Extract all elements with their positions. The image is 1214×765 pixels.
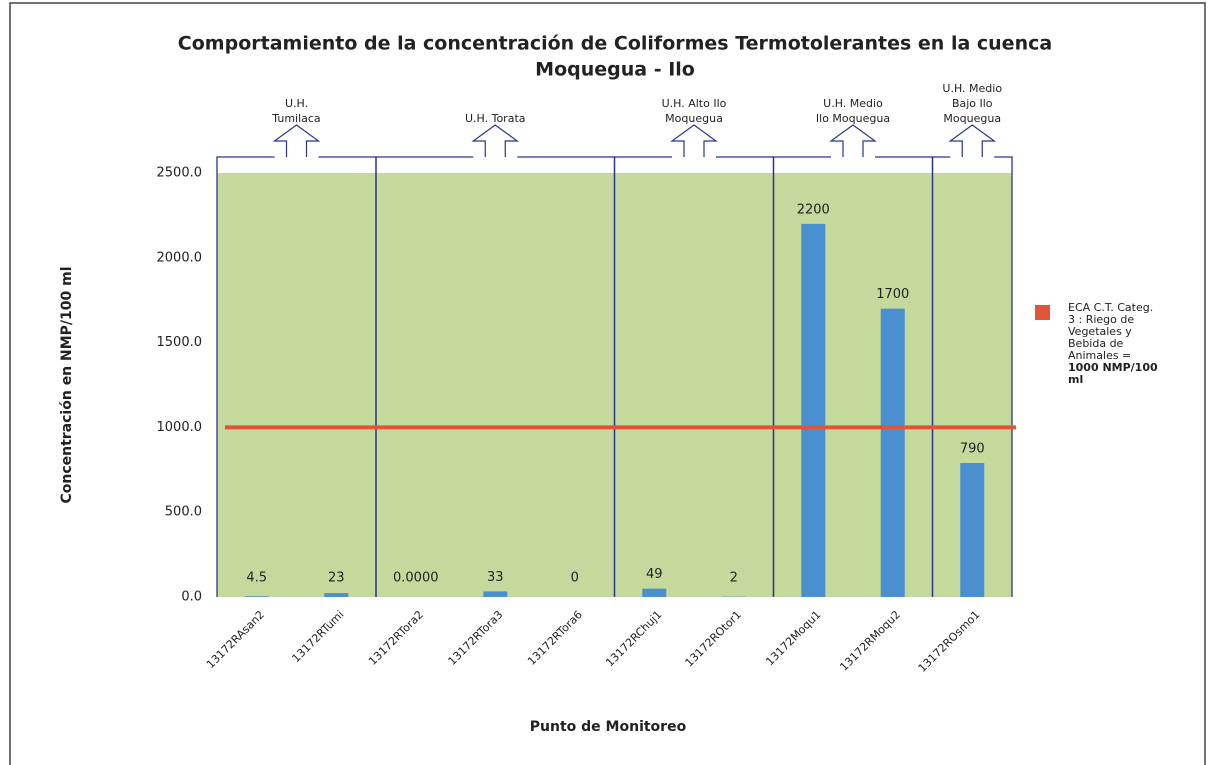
- group-label: Ilo Moquegua: [816, 112, 890, 125]
- data-label: 4.5: [246, 571, 267, 586]
- x-tick-label: 13172Moqu1: [763, 608, 823, 668]
- group-label: Moquegua: [665, 112, 723, 125]
- group-arrow: [471, 124, 520, 157]
- x-tick-label: 13172RChuj1: [603, 608, 664, 669]
- legend-label: 1000 NMP/100: [1068, 361, 1158, 374]
- bar: [324, 593, 349, 597]
- data-label: 2200: [797, 202, 830, 217]
- y-tick-label: 2500.0: [157, 166, 203, 181]
- x-tick-label: 13172ROsmo1: [916, 608, 983, 675]
- group-arrow: [829, 124, 877, 157]
- group-box: [931, 156, 1013, 597]
- page-frame: [9, 2, 1206, 765]
- group-label: Tumilaca: [271, 112, 320, 125]
- group-label: U.H. Alto Ilo: [662, 97, 727, 110]
- legend-label: Bebida de: [1068, 337, 1124, 350]
- group-arrow: [670, 124, 718, 157]
- data-label: 2: [730, 571, 738, 586]
- data-label: 33: [487, 570, 504, 585]
- x-tick-label: 13172RTora2: [366, 608, 426, 668]
- data-label: 790: [960, 442, 985, 457]
- data-label: 23: [328, 571, 345, 586]
- group-label: Moquegua: [943, 112, 1001, 125]
- data-label: 1700: [876, 287, 909, 302]
- data-label: 0.0000: [393, 571, 439, 586]
- legend-label: 3 : Riego de: [1068, 313, 1134, 326]
- legend-label: ECA C.T. Categ.: [1068, 301, 1153, 314]
- group-label: U.H. Torata: [465, 112, 526, 125]
- x-tick-label: 13172RTumi: [289, 608, 346, 665]
- bar: [960, 463, 985, 597]
- x-tick-label: 13172RMoqu2: [837, 608, 903, 674]
- x-tick-label: 13172ROtor1: [683, 608, 744, 669]
- bar: [642, 588, 667, 597]
- bar: [244, 596, 269, 597]
- bar: [801, 223, 826, 597]
- group-label: U.H. Medio: [823, 97, 883, 110]
- legend-label: ml: [1068, 373, 1083, 386]
- x-tick-label: 13172RAsan2: [204, 608, 267, 671]
- x-axis-label: Punto de Monitoreo: [530, 719, 687, 735]
- data-label: 0: [571, 571, 579, 586]
- group-arrow: [948, 124, 997, 157]
- group-label: U.H. Medio: [942, 82, 1002, 95]
- y-tick-label: 1500.0: [157, 335, 203, 350]
- chart-title: Moquegua - Ilo: [535, 59, 695, 81]
- bar: [880, 308, 905, 597]
- legend-label: Vegetales y: [1068, 325, 1132, 338]
- legend-marker: [1035, 305, 1050, 320]
- group-arrow: [272, 124, 321, 157]
- data-label: 49: [646, 567, 663, 582]
- x-tick-label: 13172RTora6: [525, 608, 585, 668]
- y-axis-label: Concentración en NMP/100 ml: [59, 266, 75, 503]
- group-label: Bajo Ilo: [952, 97, 993, 110]
- chart-title: Comportamiento de la concentración de Co…: [178, 33, 1052, 55]
- bar: [483, 591, 508, 597]
- y-tick-label: 2000.0: [157, 250, 203, 265]
- y-tick-label: 500.0: [165, 505, 202, 520]
- y-tick-label: 0.0: [181, 590, 202, 605]
- x-tick-label: 13172RTora3: [446, 608, 506, 668]
- legend-label: Animales =: [1068, 349, 1131, 362]
- y-tick-label: 1000.0: [157, 420, 203, 435]
- group-label: U.H.: [285, 97, 308, 110]
